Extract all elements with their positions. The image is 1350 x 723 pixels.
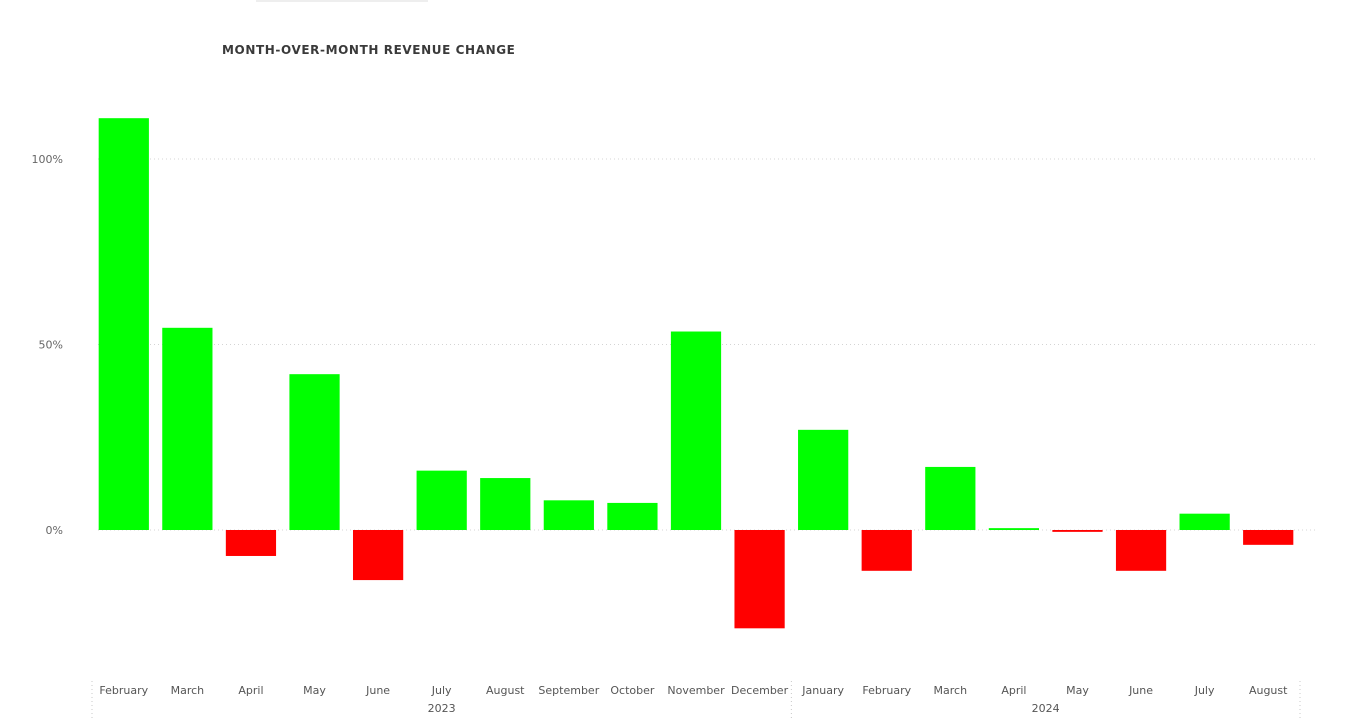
x-category-label: August xyxy=(486,684,525,697)
chart-title: MONTH-OVER-MONTH REVENUE CHANGE xyxy=(222,43,516,57)
bar[interactable] xyxy=(861,530,912,571)
bar[interactable] xyxy=(543,500,594,530)
x-year-label: 2023 xyxy=(428,702,456,715)
bar[interactable] xyxy=(352,530,404,581)
bar[interactable] xyxy=(988,528,1040,530)
x-category-label: December xyxy=(731,684,789,697)
bars xyxy=(98,118,1294,629)
y-axis-tick-labels: 0% 50% 100% xyxy=(32,153,63,537)
x-category-label: February xyxy=(99,684,148,697)
bar[interactable] xyxy=(98,118,149,530)
bar[interactable] xyxy=(289,374,340,530)
bar[interactable] xyxy=(734,530,785,629)
bar[interactable] xyxy=(607,502,658,530)
bar[interactable] xyxy=(798,429,849,530)
y-tick-label: 0% xyxy=(46,524,63,537)
bar[interactable] xyxy=(1115,530,1167,571)
x-axis-year-labels: 2023 2024 xyxy=(91,681,1301,719)
x-category-label: June xyxy=(1128,684,1153,697)
bar[interactable] xyxy=(925,466,976,530)
x-category-label: April xyxy=(238,684,263,697)
x-category-label: March xyxy=(934,684,968,697)
x-axis-category-labels: February March April May June July August Septe… xyxy=(99,684,1288,697)
x-category-label: May xyxy=(303,684,326,697)
bar[interactable] xyxy=(225,530,277,556)
y-tick-label: 100% xyxy=(32,153,63,166)
bar[interactable] xyxy=(1243,530,1294,545)
bar[interactable] xyxy=(480,478,531,530)
bar[interactable] xyxy=(1179,513,1230,530)
bar[interactable] xyxy=(1052,530,1103,532)
bar[interactable] xyxy=(416,470,467,530)
x-category-label: July xyxy=(1194,684,1215,697)
x-category-label: February xyxy=(862,684,911,697)
bar[interactable] xyxy=(670,331,722,530)
x-category-label: January xyxy=(801,684,844,697)
x-category-label: May xyxy=(1066,684,1089,697)
x-category-label: June xyxy=(365,684,390,697)
x-year-label: 2024 xyxy=(1032,702,1060,715)
x-category-label: July xyxy=(431,684,452,697)
x-category-label: August xyxy=(1249,684,1288,697)
x-category-label: March xyxy=(171,684,205,697)
x-category-label: April xyxy=(1001,684,1026,697)
top-tab-indicator xyxy=(256,0,428,2)
x-category-label: September xyxy=(538,684,599,697)
x-category-label: November xyxy=(667,684,725,697)
y-tick-label: 50% xyxy=(39,339,63,352)
x-category-label: October xyxy=(610,684,654,697)
bar[interactable] xyxy=(162,327,213,530)
